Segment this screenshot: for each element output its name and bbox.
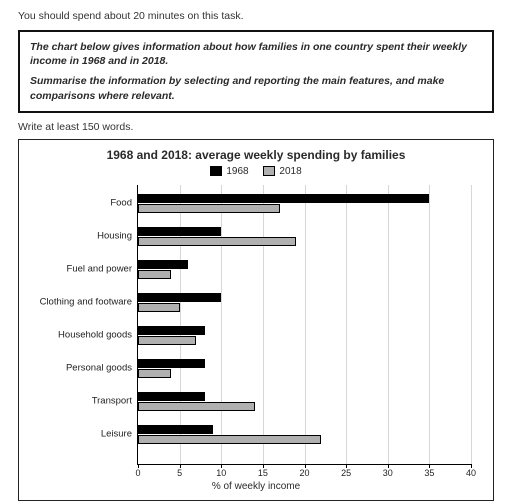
bar-2018 xyxy=(138,270,171,279)
bar-1968 xyxy=(138,260,188,269)
category-label: Transport xyxy=(92,396,138,407)
bar-1968 xyxy=(138,326,205,335)
category-label: Clothing and footware xyxy=(40,297,138,308)
bar-1968 xyxy=(138,392,205,401)
x-tick-label: 20 xyxy=(299,468,309,478)
bar-1968 xyxy=(138,359,205,368)
category-label: Fuel and power xyxy=(67,264,138,275)
bar-2018 xyxy=(138,435,321,444)
bar-1968 xyxy=(138,293,221,302)
bar-1968 xyxy=(138,425,213,434)
chart-title: 1968 and 2018: average weekly spending b… xyxy=(29,148,483,162)
bar-1968 xyxy=(138,194,429,203)
x-tick-label: 30 xyxy=(383,468,393,478)
legend-item-2018: 2018 xyxy=(263,166,301,177)
x-tick-label: 35 xyxy=(424,468,434,478)
bar-2018 xyxy=(138,237,296,246)
legend-item-1968: 1968 xyxy=(210,166,248,177)
x-tick-label: 25 xyxy=(341,468,351,478)
legend-swatch-2018 xyxy=(263,166,275,176)
x-tick-label: 10 xyxy=(216,468,226,478)
category-group: Transport xyxy=(138,392,471,411)
bar-2018 xyxy=(138,303,180,312)
legend-swatch-1968 xyxy=(210,166,222,176)
category-label: Personal goods xyxy=(66,363,138,374)
category-group: Leisure xyxy=(138,425,471,444)
x-tick-label: 5 xyxy=(177,468,182,478)
task-prompt-2: Summarise the information by selecting a… xyxy=(30,74,482,102)
bar-1968 xyxy=(138,227,221,236)
chart-legend: 1968 2018 xyxy=(29,166,483,180)
x-tick-label: 40 xyxy=(466,468,476,478)
chart-xlabel: % of weekly income xyxy=(29,481,483,492)
category-label: Food xyxy=(110,198,138,209)
x-tick-label: 0 xyxy=(135,468,140,478)
task-prompt-box: The chart below gives information about … xyxy=(18,30,494,113)
task-prompt-1: The chart below gives information about … xyxy=(30,40,482,68)
chart-plot-area: 0510152025303540FoodHousingFuel and powe… xyxy=(137,185,471,465)
x-tick-label: 15 xyxy=(258,468,268,478)
category-group: Fuel and power xyxy=(138,260,471,279)
bar-2018 xyxy=(138,204,280,213)
legend-label-1968: 1968 xyxy=(226,166,248,177)
time-instruction: You should spend about 20 minutes on thi… xyxy=(18,10,494,22)
word-count-instruction: Write at least 150 words. xyxy=(18,121,494,133)
category-group: Personal goods xyxy=(138,359,471,378)
category-group: Clothing and footware xyxy=(138,293,471,312)
bar-2018 xyxy=(138,369,171,378)
category-group: Housing xyxy=(138,227,471,246)
category-group: Household goods xyxy=(138,326,471,345)
legend-label-2018: 2018 xyxy=(279,166,301,177)
category-label: Housing xyxy=(97,231,138,242)
category-group: Food xyxy=(138,194,471,213)
category-label: Household goods xyxy=(58,330,138,341)
grid-line xyxy=(471,185,472,464)
bar-2018 xyxy=(138,336,196,345)
bar-2018 xyxy=(138,402,255,411)
category-label: Leisure xyxy=(101,429,138,440)
chart-frame: 1968 and 2018: average weekly spending b… xyxy=(18,139,494,501)
